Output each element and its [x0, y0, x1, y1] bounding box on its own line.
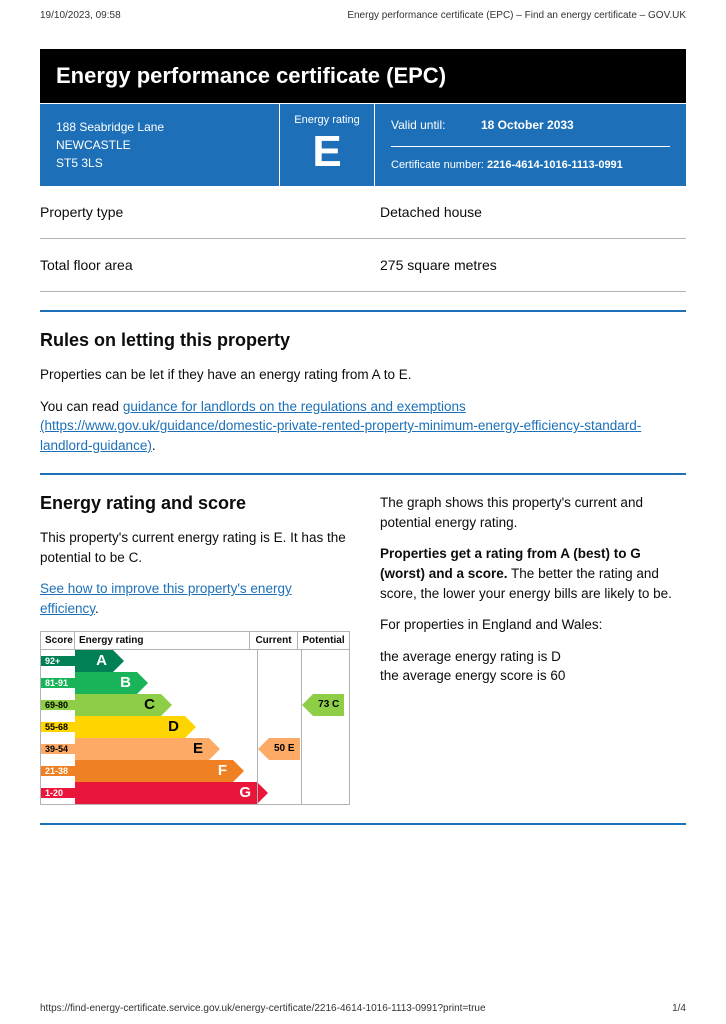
cert-label: Certificate number:	[391, 159, 484, 171]
address-block: 188 Seabridge Lane NEWCASTLE ST5 3LS	[40, 104, 280, 186]
landlord-guidance-link[interactable]: guidance for landlords on the regulation…	[40, 399, 641, 453]
chart-band-letter: A	[96, 652, 107, 669]
graph-explain-2: Properties get a rating from A (best) to…	[380, 544, 686, 603]
improve-efficiency-link[interactable]: See how to improve this property's energ…	[40, 581, 292, 616]
chart-header: Score Energy rating Current Potential	[41, 632, 349, 650]
chart-band-score: 69-80	[41, 700, 75, 710]
chart-bars: 92+ A 81-91 B 69-80 C 55-68 D 39-54 E 21-38 F 1-20 G	[41, 650, 257, 804]
chart-col-current: Current	[249, 632, 297, 649]
rules-p2: You can read guidance for landlords on t…	[40, 397, 686, 456]
chart-col-score: Score	[41, 632, 75, 649]
summary-box: 188 Seabridge Lane NEWCASTLE ST5 3LS Ene…	[40, 103, 686, 186]
chart-current-col: 50 E	[257, 650, 301, 804]
chart-band-score: 55-68	[41, 722, 75, 732]
chart-col-rating: Energy rating	[75, 632, 249, 649]
graph-explain-1: The graph shows this property's current …	[380, 493, 686, 532]
main-content: Energy performance certificate (EPC) 188…	[0, 49, 726, 825]
score-p1: This property's current energy rating is…	[40, 528, 350, 567]
print-footer: https://find-energy-certificate.service.…	[40, 1003, 686, 1014]
graph-explain-3: For properties in England and Wales:	[380, 615, 686, 635]
property-row: Property type Detached house	[40, 186, 686, 239]
rating-score-section: Energy rating and score This property's …	[40, 493, 686, 804]
chart-band-score: 81-91	[41, 678, 75, 688]
property-value: Detached house	[380, 204, 482, 220]
chart-arrow-badge: 73 C	[313, 694, 344, 716]
footer-url: https://find-energy-certificate.service.…	[40, 1003, 486, 1014]
chart-band-bar: C	[75, 694, 161, 716]
rating-value: E	[288, 130, 366, 174]
chart-potential-col: 73 C	[301, 650, 349, 804]
chart-band-bar: G	[75, 782, 257, 804]
rules-heading: Rules on letting this property	[40, 330, 686, 351]
chart-band-letter: G	[239, 784, 251, 801]
graph-explain-4: the average energy rating is D the avera…	[380, 647, 686, 686]
chart-arrow-badge: 50 E	[269, 738, 300, 760]
score-heading: Energy rating and score	[40, 493, 350, 514]
chart-band-letter: D	[168, 718, 179, 735]
print-datetime: 19/10/2023, 09:58	[40, 10, 121, 21]
chart-band-bar: D	[75, 716, 185, 738]
chart-band-score: 92+	[41, 656, 75, 666]
chart-band-bar: A	[75, 650, 113, 672]
chart-band-row: 92+ A	[41, 650, 257, 672]
chart-band-letter: F	[218, 762, 227, 779]
property-row: Total floor area 275 square metres	[40, 239, 686, 292]
chart-band-bar: F	[75, 760, 233, 782]
chart-band-bar: E	[75, 738, 209, 760]
chart-band-row: 55-68 D	[41, 716, 257, 738]
rating-block: Energy rating E	[280, 104, 375, 186]
address-line2: NEWCASTLE	[56, 136, 263, 154]
chart-band-row: 1-20 G	[41, 782, 257, 804]
rating-right-col: The graph shows this property's current …	[380, 493, 686, 804]
property-value: 275 square metres	[380, 257, 497, 273]
section-divider	[40, 473, 686, 475]
chart-band-letter: C	[144, 696, 155, 713]
chart-band-row: 69-80 C	[41, 694, 257, 716]
chart-band-row: 21-38 F	[41, 760, 257, 782]
energy-rating-chart: Score Energy rating Current Potential 92…	[40, 631, 350, 805]
chart-body: 92+A81-91B69-80C55-68D39-54E21-38F1-20G …	[41, 650, 349, 804]
chart-band-score: 1-20	[41, 788, 75, 798]
score-link-p: See how to improve this property's energ…	[40, 579, 350, 618]
valid-value: 18 October 2033	[481, 118, 574, 132]
title-bar: Energy performance certificate (EPC)	[40, 49, 686, 103]
chart-band-score: 21-38	[41, 766, 75, 776]
rules-p1: Properties can be let if they have an en…	[40, 365, 686, 385]
chart-col-potential: Potential	[297, 632, 349, 649]
footer-page-num: 1/4	[672, 1003, 686, 1014]
chart-band-letter: E	[193, 740, 203, 757]
section-divider	[40, 310, 686, 312]
print-header: 19/10/2023, 09:58 Energy performance cer…	[0, 0, 726, 25]
rating-label: Energy rating	[288, 114, 366, 126]
chart-band-score: 39-54	[41, 744, 75, 754]
property-label: Property type	[40, 204, 380, 220]
chart-band-bar: B	[75, 672, 137, 694]
cert-line: Certificate number: 2216-4614-1016-1113-…	[391, 146, 670, 171]
valid-label: Valid until:	[391, 118, 481, 132]
chart-band-letter: B	[120, 674, 131, 691]
cert-value: 2216-4614-1016-1113-0991	[487, 159, 623, 171]
print-title: Energy performance certificate (EPC) – F…	[347, 10, 686, 21]
property-label: Total floor area	[40, 257, 380, 273]
chart-band-row: 39-54 E	[41, 738, 257, 760]
address-line1: 188 Seabridge Lane	[56, 118, 263, 136]
rating-left-col: Energy rating and score This property's …	[40, 493, 350, 804]
page-title: Energy performance certificate (EPC)	[56, 63, 670, 89]
chart-band-row: 81-91 B	[41, 672, 257, 694]
section-divider	[40, 823, 686, 825]
validity-block: Valid until: 18 October 2033 Certificate…	[375, 104, 686, 186]
address-line3: ST5 3LS	[56, 154, 263, 172]
